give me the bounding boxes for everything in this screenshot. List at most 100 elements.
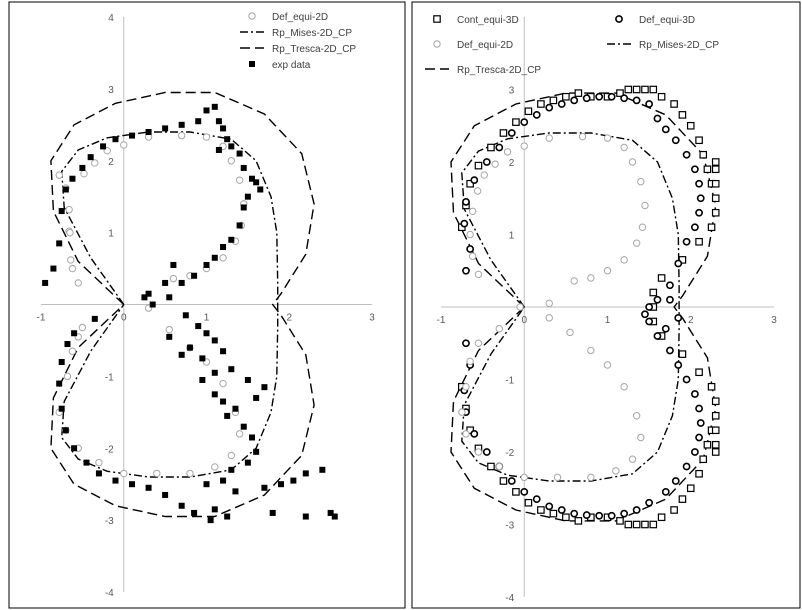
data-point bbox=[582, 94, 591, 103]
legend-marker bbox=[433, 15, 441, 23]
data-point bbox=[220, 125, 227, 132]
data-point bbox=[495, 462, 503, 471]
y-tick-label: -1 bbox=[105, 372, 114, 383]
data-point bbox=[186, 344, 193, 351]
data-point bbox=[211, 337, 218, 344]
data-point bbox=[249, 175, 256, 182]
data-point bbox=[120, 469, 128, 478]
data-point bbox=[195, 323, 202, 330]
data-point bbox=[65, 205, 73, 214]
legend: Def_equi-2D Rp_Mises-2D_CP Rp_Tresca-2D_CP… bbox=[240, 12, 356, 71]
data-point bbox=[674, 313, 683, 322]
data-point bbox=[211, 103, 218, 110]
data-point bbox=[42, 279, 49, 286]
data-point bbox=[202, 133, 211, 141]
y-tick-label: 4 bbox=[108, 13, 114, 24]
data-point bbox=[603, 134, 612, 142]
data-point bbox=[470, 176, 479, 185]
data-point bbox=[480, 171, 488, 179]
y-tick-label: -3 bbox=[505, 521, 514, 532]
legend-item: Rp_Tresca-2D_CP bbox=[240, 44, 356, 55]
data-point bbox=[649, 520, 658, 529]
data-point bbox=[699, 455, 708, 464]
data-point bbox=[711, 194, 720, 203]
data-point bbox=[616, 89, 624, 97]
data-point bbox=[666, 281, 674, 290]
data-point bbox=[695, 208, 703, 217]
data-point bbox=[562, 513, 570, 522]
data-point bbox=[678, 495, 687, 503]
data-point bbox=[695, 237, 703, 246]
legend: Cont_equi-3D Def_equi-3D Def_equi-2D Rp_Mis… bbox=[425, 15, 719, 76]
x-tick-label: 2 bbox=[688, 315, 694, 326]
data-point bbox=[240, 164, 247, 171]
x-tick-label: 0 bbox=[521, 315, 527, 326]
data-point bbox=[649, 288, 658, 297]
x-tick-label: -1 bbox=[37, 313, 46, 324]
data-point bbox=[574, 89, 583, 97]
series-line bbox=[450, 92, 717, 522]
data-point bbox=[682, 375, 691, 384]
data-point bbox=[228, 143, 235, 150]
data-point bbox=[466, 357, 474, 366]
y-tick-label: 3 bbox=[509, 86, 515, 97]
data-point bbox=[462, 339, 470, 348]
data-point bbox=[269, 509, 276, 516]
data-point bbox=[638, 223, 647, 231]
data-point bbox=[674, 361, 683, 369]
data-point bbox=[166, 294, 173, 301]
series-line bbox=[50, 91, 315, 518]
x-tick-label: 1 bbox=[204, 313, 210, 324]
y-tick-label: 1 bbox=[509, 231, 515, 242]
data-point bbox=[474, 448, 483, 456]
legend-item: Def_equi-2D bbox=[248, 12, 328, 23]
data-point bbox=[474, 339, 483, 347]
data-point bbox=[249, 434, 256, 441]
data-point bbox=[207, 517, 214, 524]
data-point bbox=[587, 473, 595, 482]
data-point bbox=[220, 477, 227, 484]
data-point bbox=[145, 290, 152, 297]
data-point bbox=[707, 223, 716, 232]
data-point bbox=[253, 394, 260, 401]
data-point bbox=[253, 179, 260, 186]
data-point bbox=[537, 506, 545, 514]
data-point bbox=[545, 103, 554, 112]
data-point bbox=[100, 143, 107, 150]
data-point bbox=[277, 481, 284, 488]
data-point bbox=[178, 279, 185, 286]
data-point bbox=[682, 462, 691, 471]
data-point bbox=[228, 466, 235, 473]
chart-panel-1: -1 0 1 2 3 4 3 2 1 -1 -2 -3 -4 Def_equi-2D Rp_Mises-2D… bbox=[8, 1, 406, 609]
data-point bbox=[149, 301, 156, 308]
data-point bbox=[612, 467, 620, 475]
data-point bbox=[645, 100, 654, 108]
data-point bbox=[165, 325, 173, 334]
data-point bbox=[678, 111, 687, 119]
data-point bbox=[302, 470, 309, 477]
data-point bbox=[487, 462, 495, 471]
data-point bbox=[68, 264, 77, 273]
legend-marker bbox=[249, 61, 255, 67]
data-point bbox=[71, 330, 78, 337]
data-point bbox=[537, 100, 545, 108]
data-point bbox=[141, 294, 148, 301]
data-point bbox=[191, 509, 198, 516]
data-point bbox=[219, 254, 227, 262]
data-point bbox=[520, 142, 528, 150]
data-point bbox=[215, 146, 222, 153]
data-point bbox=[632, 85, 641, 94]
data-point bbox=[711, 165, 720, 174]
data-point bbox=[236, 222, 243, 229]
data-point bbox=[645, 317, 654, 326]
data-point bbox=[487, 143, 495, 152]
data-point bbox=[507, 477, 516, 485]
x-tick-label: 3 bbox=[369, 313, 375, 324]
data-point bbox=[178, 351, 185, 358]
data-point bbox=[711, 208, 720, 217]
data-point bbox=[91, 159, 99, 167]
data-point bbox=[711, 397, 720, 406]
data-point bbox=[56, 380, 63, 387]
legend-label: Def_equi-3D bbox=[639, 15, 695, 26]
data-point bbox=[557, 506, 566, 514]
